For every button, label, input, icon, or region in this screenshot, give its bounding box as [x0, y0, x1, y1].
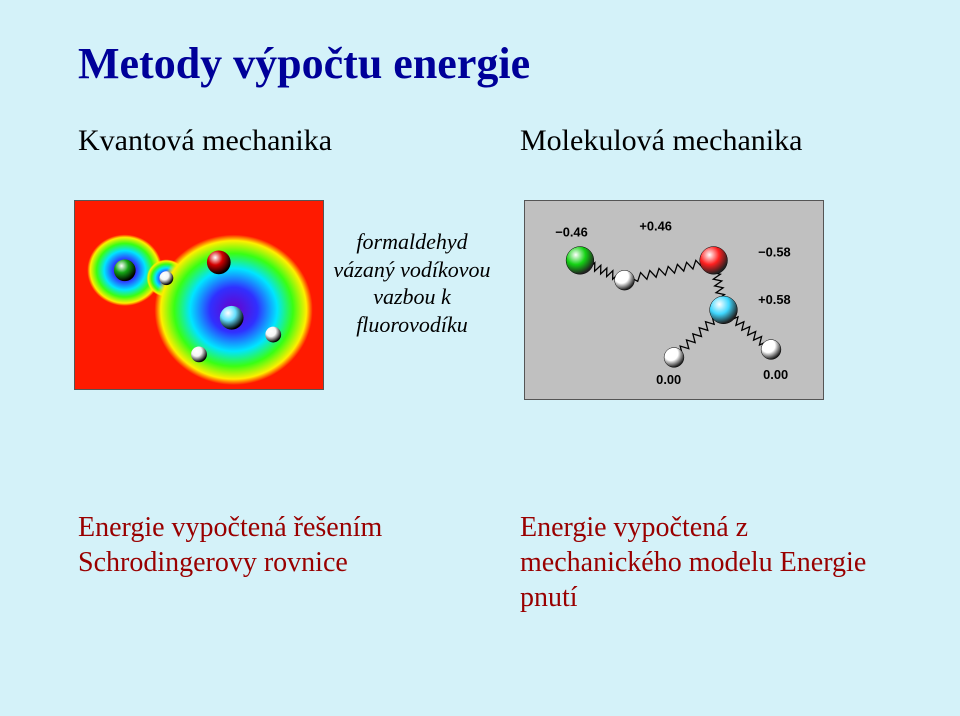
electron-density-panel: [74, 200, 324, 390]
subheading-quantum: Kvantová mechanika: [78, 124, 332, 158]
footer-molecular: Energie vypočtená z mechanického modelu …: [520, 510, 880, 615]
footer-quantum: Energie vypočtená řešením Schrodingerovy…: [78, 510, 418, 580]
charge-label: −0.46: [555, 225, 588, 240]
page-title: Metody výpočtu energie: [78, 38, 530, 89]
charge-label: 0.00: [656, 372, 681, 387]
ball-spring-diagram: −0.46 +0.46 −0.58 +0.58 0.00 0.00: [525, 201, 823, 399]
subheading-molecular: Molekulová mechanika: [520, 124, 802, 158]
charge-label: +0.46: [639, 219, 672, 234]
charge-label: −0.58: [758, 244, 791, 259]
charge-label: 0.00: [763, 367, 788, 382]
charge-label: +0.58: [758, 292, 791, 307]
molecule-caption: formaldehyd vázaný vodíkovou vazbou k fl…: [332, 228, 492, 338]
ball-spring-panel: −0.46 +0.46 −0.58 +0.58 0.00 0.00: [524, 200, 824, 400]
electron-density-diagram: [75, 201, 323, 389]
